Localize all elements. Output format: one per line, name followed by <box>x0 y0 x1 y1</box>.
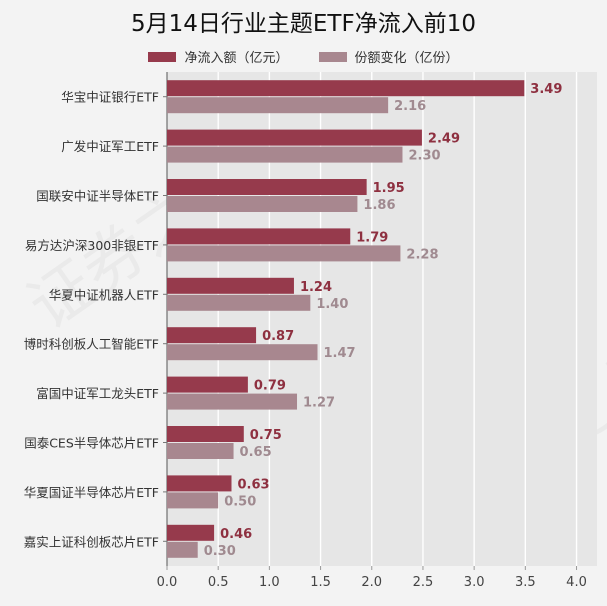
x-tick-label: 3.5 <box>515 575 536 590</box>
value-label-net-inflow: 0.79 <box>254 379 286 394</box>
value-label-share-change: 1.27 <box>303 396 335 411</box>
x-tick-label: 2.5 <box>413 575 434 590</box>
legend-item-share-change: 份额变化（亿份） <box>318 47 459 66</box>
bar-share-change <box>167 146 403 163</box>
value-label-net-inflow: 0.87 <box>262 329 294 344</box>
value-label-net-inflow: 0.63 <box>238 477 270 492</box>
value-label-net-inflow: 3.49 <box>530 82 562 97</box>
category-label: 华宝中证银行ETF <box>61 90 159 105</box>
bar-net-inflow <box>167 426 244 442</box>
category-label: 国泰CES半导体芯片ETF <box>24 436 159 451</box>
category-label: 华夏中证机器人ETF <box>49 287 159 302</box>
value-label-share-change: 2.16 <box>394 99 426 114</box>
category-label: 广发中证军工ETF <box>61 139 159 154</box>
value-label-share-change: 0.30 <box>204 544 236 559</box>
category-label: 易方达沪深300非银ETF <box>25 238 159 253</box>
chart-title: 5月14日行业主题ETF净流入前10 <box>131 11 476 37</box>
category-label: 嘉实上证科创板芯片ETF <box>24 534 159 549</box>
bar-share-change <box>167 344 318 361</box>
value-label-net-inflow: 0.46 <box>220 527 252 542</box>
x-tick-label: 1.5 <box>310 575 331 590</box>
category-label: 国联安中证半导体ETF <box>36 189 159 204</box>
value-label-share-change: 2.28 <box>406 247 438 262</box>
category-label: 富国中证军工龙头ETF <box>36 386 159 401</box>
legend-label-share-change: 份额变化（亿份） <box>354 51 459 66</box>
legend-swatch-net-inflow <box>148 51 177 62</box>
value-label-share-change: 1.86 <box>363 198 395 213</box>
bar-share-change <box>167 393 298 410</box>
plot-area <box>167 72 597 566</box>
bar-share-change <box>167 196 358 212</box>
legend-item-net-inflow: 净流入额（亿元） <box>148 47 289 66</box>
x-tick-label: 1.0 <box>259 575 280 590</box>
legend-swatch-share-change <box>318 51 347 62</box>
bar-net-inflow <box>167 80 525 97</box>
legend-label-net-inflow: 净流入额（亿元） <box>184 51 289 66</box>
x-tick-label: 0.0 <box>157 575 178 590</box>
x-tick-label: 3.0 <box>464 575 485 590</box>
x-tick-label: 2.0 <box>361 575 382 590</box>
bar-share-change <box>167 97 389 114</box>
bar-net-inflow <box>167 475 232 492</box>
bar-net-inflow <box>167 179 367 195</box>
category-label: 华夏国证半导体芯片ETF <box>24 485 159 500</box>
value-label-net-inflow: 1.79 <box>356 230 388 245</box>
bar-net-inflow <box>167 376 248 393</box>
bar-share-change <box>167 443 234 459</box>
value-label-share-change: 2.30 <box>408 149 440 164</box>
bar-net-inflow <box>167 129 422 146</box>
value-label-net-inflow: 1.95 <box>373 181 405 196</box>
value-label-net-inflow: 0.75 <box>250 428 282 443</box>
x-tick-label: 4.0 <box>566 575 587 590</box>
bar-share-change <box>167 294 311 311</box>
bar-share-change <box>167 245 401 262</box>
bar-share-change <box>167 492 219 509</box>
bar-net-inflow <box>167 524 215 541</box>
category-label: 博时科创板人工智能ETF <box>24 337 159 352</box>
bar-net-inflow <box>167 277 294 294</box>
value-label-share-change: 1.40 <box>316 297 348 312</box>
legend: 净流入额（亿元） 份额变化（亿份） <box>0 47 607 66</box>
bar-share-change <box>167 541 198 558</box>
x-tick-label: 0.5 <box>208 575 229 590</box>
value-label-net-inflow: 1.24 <box>300 280 332 295</box>
value-label-share-change: 1.47 <box>324 346 356 361</box>
value-label-share-change: 0.65 <box>240 445 272 460</box>
value-label-share-change: 0.50 <box>224 494 256 509</box>
value-label-net-inflow: 2.49 <box>428 132 460 147</box>
bar-net-inflow <box>167 327 257 344</box>
bar-net-inflow <box>167 228 351 245</box>
